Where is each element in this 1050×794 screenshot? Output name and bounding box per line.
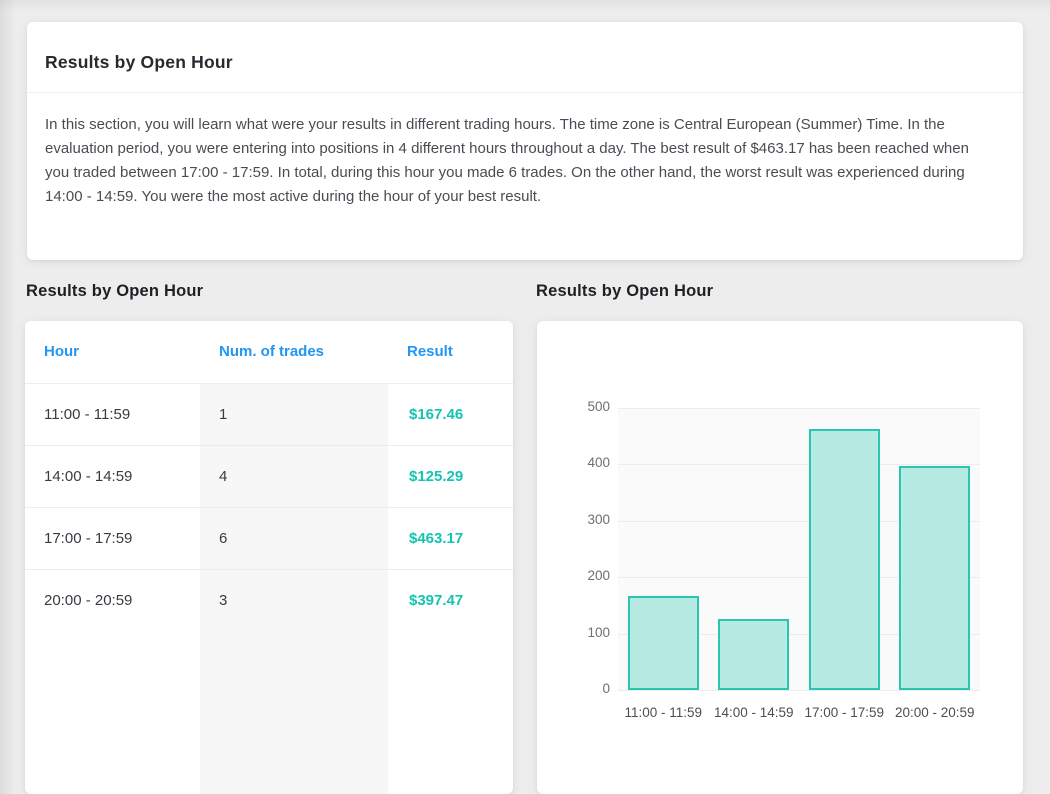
summary-card: Results by Open Hour In this section, yo…	[27, 22, 1023, 260]
results-table: Hour Num. of trades Result 11:00 - 11:59 1 $…	[25, 321, 513, 631]
summary-card-header: Results by Open Hour	[27, 22, 1023, 93]
column-header-trades: Num. of trades	[200, 321, 388, 384]
y-axis-tick-label: 400	[587, 455, 610, 471]
x-axis-tick-label: 14:00 - 14:59	[713, 705, 794, 720]
summary-card-title: Results by Open Hour	[45, 52, 233, 72]
summary-card-body: In this section, you will learn what wer…	[27, 93, 1023, 209]
cell-hour: 20:00 - 20:59	[44, 591, 133, 609]
y-axis-tick-label: 0	[602, 681, 610, 696]
cell-hour: 14:00 - 14:59	[25, 445, 200, 508]
results-table-card: Hour Num. of trades Result 11:00 - 11:59 1 $…	[25, 321, 513, 794]
grid-line	[618, 577, 980, 579]
table-row: 14:00 - 14:59 4 $125.29	[25, 445, 513, 508]
table-row: 17:00 - 17:59 6 $463.17	[25, 507, 513, 570]
cell-trades: 1	[200, 383, 388, 446]
bar-20:00 - 20:59	[899, 465, 971, 690]
y-axis-tick-label: 500	[587, 399, 610, 414]
y-axis-tick-label: 200	[587, 568, 610, 584]
cell-hour: 17:00 - 17:59	[25, 507, 200, 570]
column-header-result: Result	[388, 321, 513, 384]
table-section-title: Results by Open Hour	[26, 282, 204, 300]
x-axis-tick-label: 20:00 - 20:59	[894, 705, 975, 720]
x-axis-tick-label: 11:00 - 11:59	[624, 705, 703, 720]
x-axis-tick-label: 17:00 - 17:59	[804, 705, 885, 720]
cell-result: $167.46	[388, 383, 513, 446]
summary-text: In this section, you will learn what wer…	[45, 116, 969, 205]
chart-section-title: Results by Open Hour	[536, 282, 714, 300]
grid-line	[618, 408, 980, 409]
top-edge-shadow	[0, 0, 1050, 12]
left-edge-shadow	[0, 0, 16, 794]
bar-11:00 - 11:59	[627, 595, 699, 690]
cell-trades: 3	[219, 591, 228, 609]
grid-line	[618, 633, 980, 635]
grid-line	[618, 520, 980, 522]
cell-hour: 11:00 - 11:59	[25, 383, 200, 446]
grid-line	[618, 464, 980, 466]
cell-result: $125.29	[388, 445, 513, 508]
y-axis-tick-label: 100	[587, 624, 610, 640]
cell-trades: 4	[200, 445, 388, 508]
table-row: 20:00 - 20:59 3 $397.47	[25, 569, 513, 631]
table-header-row: Hour Num. of trades Result	[25, 321, 513, 384]
cell-trades: 6	[200, 507, 388, 570]
y-axis-tick-label: 300	[587, 511, 610, 527]
grid-line	[618, 690, 980, 691]
table-row: 11:00 - 11:59 1 $167.46	[25, 383, 513, 446]
cell-result: $397.47	[409, 591, 464, 609]
column-header-hour: Hour	[25, 321, 200, 384]
cell-result: $463.17	[388, 507, 513, 570]
bar-17:00 - 17:59	[808, 428, 880, 690]
bar-14:00 - 14:59	[718, 619, 790, 690]
results-chart-card: 0 100 200 300 400 500 11:00 - 11:59 14:00 - 14:…	[537, 321, 1023, 794]
